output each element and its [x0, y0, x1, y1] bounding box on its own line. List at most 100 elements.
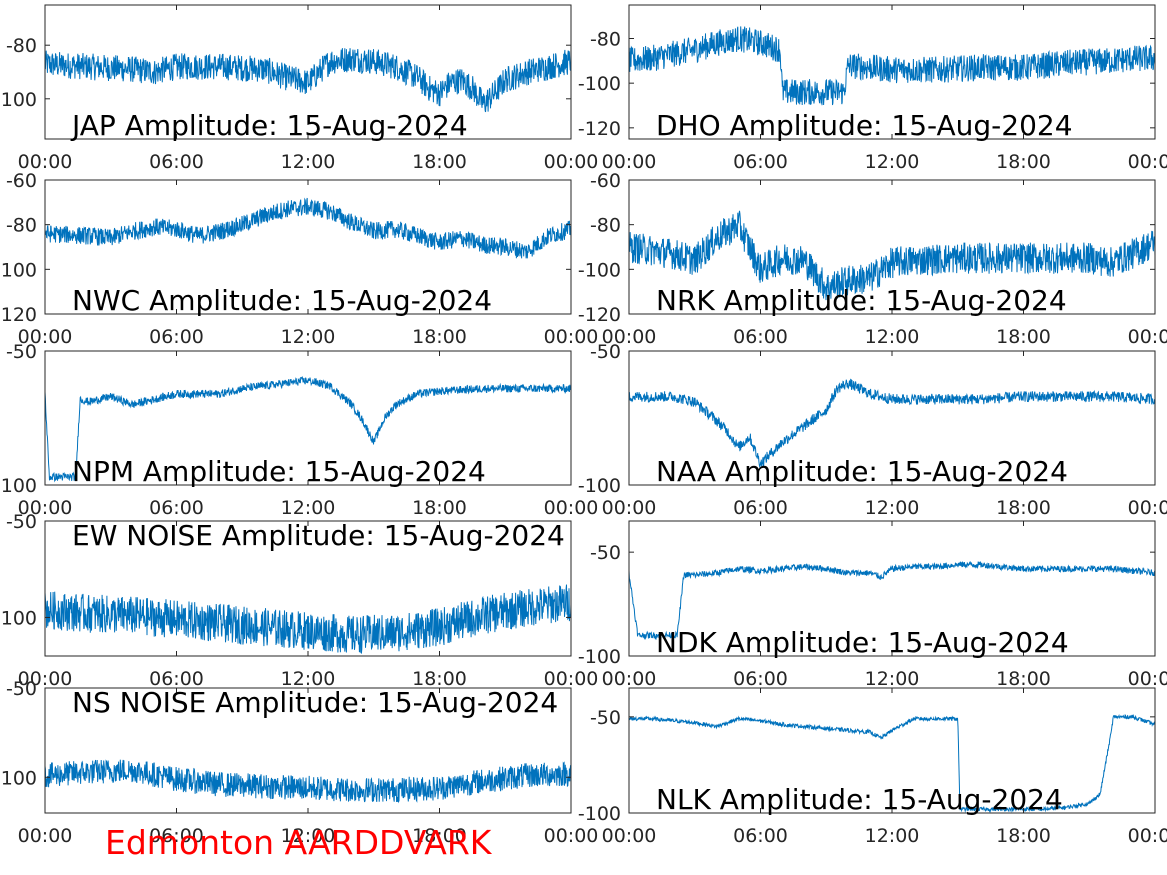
x-tick-label-6-3: 18:00 — [412, 668, 467, 690]
y-tick-label-2-0: -60 — [6, 170, 37, 192]
panel-2: 00:00 06:00 12:00 18:00 00:00 -60 -80 -100 -120 N… — [0, 170, 598, 348]
y-tick-label-1-2: -120 — [578, 118, 621, 140]
x-tick-label-8-1: 06:00 — [149, 825, 204, 847]
x-tick-label-3-0: 00:00 — [602, 326, 657, 348]
x-tick-label-5-3: 18:00 — [996, 497, 1051, 519]
x-tick-label-9-0: 00:00 — [602, 825, 657, 847]
series-line-7 — [629, 561, 1155, 641]
y-tick-label-3-0: -60 — [590, 170, 621, 192]
x-tick-label-2-0: 00:00 — [18, 326, 73, 348]
y-tick-label-5-0: -50 — [590, 341, 621, 363]
y-tick-label-1-1: -100 — [578, 73, 621, 95]
x-tick-label-8-4: 00:00 — [544, 825, 599, 847]
x-tick-label-1-2: 12:00 — [865, 151, 920, 173]
panel-title-7: NDK Amplitude: 15-Aug-2024 — [656, 626, 1069, 659]
x-tick-label-2-3: 18:00 — [412, 326, 467, 348]
panel-8: 00:00 06:00 12:00 18:00 00:00 -50 -100 NS NOISE… — [0, 678, 598, 847]
x-tick-label-2-4: 00:00 — [544, 326, 599, 348]
x-tick-label-8-3: 18:00 — [412, 825, 467, 847]
panel-title-6: EW NOISE Amplitude: 15-Aug-2024 — [72, 519, 565, 552]
x-tick-label-6-1: 06:00 — [149, 668, 204, 690]
panel-title-3: NRK Amplitude: 15-Aug-2024 — [656, 284, 1067, 317]
y-tick-label-6-0: -50 — [6, 511, 37, 533]
x-tick-label-3-1: 06:00 — [733, 326, 788, 348]
x-tick-label-6-0: 00:00 — [18, 668, 73, 690]
panel-title-0: JAP Amplitude: 15-Aug-2024 — [70, 109, 468, 142]
x-tick-label-4-0: 00:00 — [18, 497, 73, 519]
y-tick-label-0-0: -80 — [6, 35, 37, 57]
y-tick-label-2-3: -120 — [0, 304, 37, 326]
x-tick-label-3-2: 12:00 — [865, 326, 920, 348]
y-tick-label-6-1: -100 — [0, 607, 37, 629]
y-tick-label-8-0: -50 — [6, 678, 37, 700]
series-line-8 — [45, 759, 571, 804]
y-tick-label-0-1: -100 — [0, 89, 37, 111]
series-line-4 — [45, 375, 571, 483]
panel-title-9: NLK Amplitude: 15-Aug-2024 — [656, 783, 1063, 816]
x-tick-label-5-0: 00:00 — [602, 497, 657, 519]
x-tick-label-2-2: 12:00 — [281, 326, 336, 348]
panel-3: 00:00 06:00 12:00 18:00 00:00 -60 -80 -100 -120 N… — [578, 170, 1167, 348]
x-tick-label-3-4: 00:00 — [1128, 326, 1167, 348]
series-line-0 — [45, 48, 571, 113]
panel-title-8: NS NOISE Amplitude: 15-Aug-2024 — [72, 686, 558, 719]
y-tick-label-2-1: -80 — [6, 215, 37, 237]
y-tick-label-9-1: -100 — [578, 803, 621, 825]
x-tick-label-2-1: 06:00 — [149, 326, 204, 348]
x-tick-label-0-4: 00:00 — [544, 151, 599, 173]
x-tick-label-4-2: 12:00 — [281, 497, 336, 519]
x-tick-label-9-4: 00:00 — [1128, 825, 1167, 847]
x-tick-label-9-3: 18:00 — [996, 825, 1051, 847]
panel-1: 00:00 06:00 12:00 18:00 00:00 -80 -100 -120 DHO … — [578, 4, 1167, 173]
panel-5: 00:00 06:00 12:00 18:00 00:00 -50 -100 NAA Ampl… — [578, 341, 1167, 519]
y-tick-label-4-0: -50 — [6, 341, 37, 363]
x-tick-label-4-4: 00:00 — [544, 497, 599, 519]
y-tick-label-3-3: -120 — [578, 304, 621, 326]
y-tick-label-4-1: -100 — [0, 475, 37, 497]
series-line-6 — [45, 584, 571, 654]
panel-0: 00:00 06:00 12:00 18:00 00:00 -80 -100 JAP Ampl… — [0, 4, 599, 173]
x-tick-label-0-1: 06:00 — [149, 151, 204, 173]
x-tick-label-7-4: 00:00 — [1128, 668, 1167, 690]
x-tick-label-1-0: 00:00 — [602, 151, 657, 173]
y-tick-label-2-2: -100 — [0, 259, 37, 281]
x-tick-label-7-3: 18:00 — [996, 668, 1051, 690]
x-tick-label-3-3: 18:00 — [996, 326, 1051, 348]
panel-title-5: NAA Amplitude: 15-Aug-2024 — [656, 455, 1068, 488]
x-tick-label-9-1: 06:00 — [733, 825, 788, 847]
x-tick-label-0-0: 00:00 — [18, 151, 73, 173]
panel-4: 00:00 06:00 12:00 18:00 00:00 -50 -100 NPM Ampl… — [0, 341, 598, 519]
x-tick-label-5-1: 06:00 — [733, 497, 788, 519]
x-tick-label-4-1: 06:00 — [149, 497, 204, 519]
panel-6: 00:00 06:00 12:00 18:00 00:00 -50 -100 EW NOISE… — [0, 511, 598, 690]
panel-title-1: DHO Amplitude: 15-Aug-2024 — [656, 109, 1073, 142]
x-tick-label-6-2: 12:00 — [281, 668, 336, 690]
x-tick-label-9-2: 12:00 — [865, 825, 920, 847]
x-tick-label-1-1: 06:00 — [733, 151, 788, 173]
panel-title-2: NWC Amplitude: 15-Aug-2024 — [72, 284, 492, 317]
x-tick-label-7-0: 00:00 — [602, 668, 657, 690]
y-tick-label-1-0: -80 — [590, 29, 621, 51]
x-tick-label-1-3: 18:00 — [996, 151, 1051, 173]
y-tick-label-9-0: -50 — [590, 707, 621, 729]
x-tick-label-7-1: 06:00 — [733, 668, 788, 690]
x-tick-label-0-3: 18:00 — [412, 151, 467, 173]
panel-title-4: NPM Amplitude: 15-Aug-2024 — [72, 455, 486, 488]
y-tick-label-5-1: -100 — [578, 475, 621, 497]
station-label: Edmonton AARDDVARK — [105, 823, 492, 862]
y-tick-label-7-1: -100 — [578, 646, 621, 668]
x-tick-label-5-2: 12:00 — [865, 497, 920, 519]
series-line-1 — [629, 26, 1155, 106]
series-line-3 — [629, 210, 1155, 301]
series-line-9 — [629, 713, 1155, 813]
series-line-2 — [45, 197, 571, 259]
series-line-5 — [629, 378, 1155, 469]
panel-7: 00:00 06:00 12:00 18:00 00:00 -50 -100 NDK Ampl… — [578, 520, 1167, 690]
y-tick-label-3-1: -80 — [590, 215, 621, 237]
y-tick-label-8-1: -100 — [0, 767, 37, 789]
x-tick-label-7-2: 12:00 — [865, 668, 920, 690]
x-tick-label-8-2: 12:00 — [281, 825, 336, 847]
x-tick-label-8-0: 00:00 — [18, 825, 73, 847]
x-tick-label-6-4: 00:00 — [544, 668, 599, 690]
